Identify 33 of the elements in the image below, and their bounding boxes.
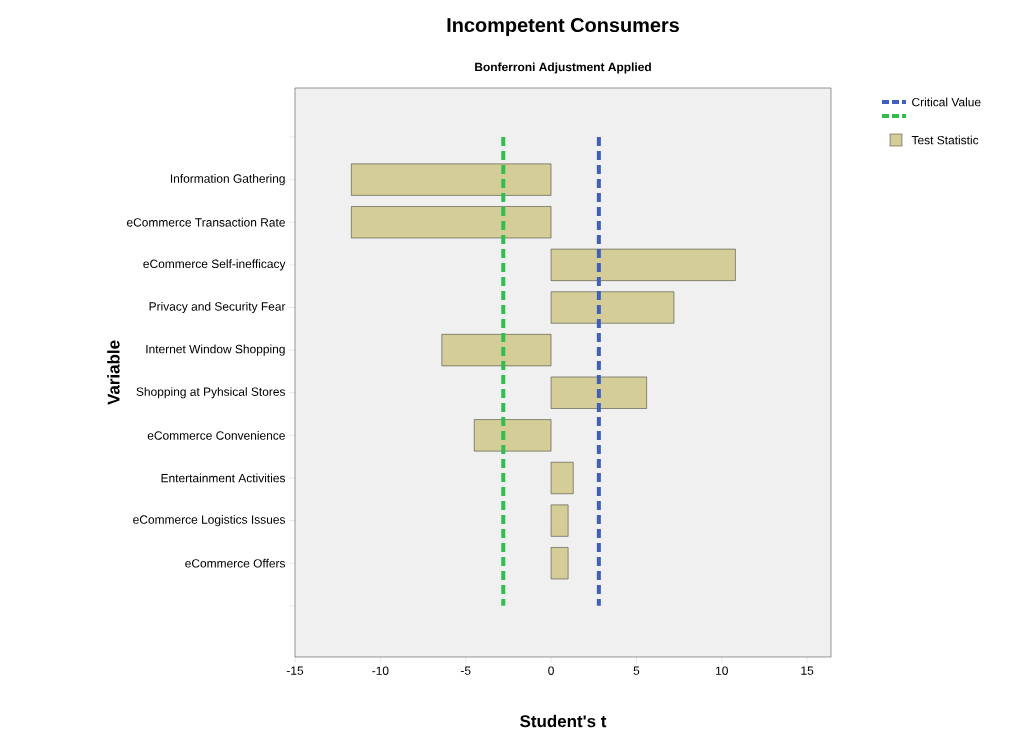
y-tick-label: eCommerce Self-inefficacy bbox=[143, 259, 286, 271]
x-tick-label: 0 bbox=[548, 666, 554, 675]
x-tick-label: 10 bbox=[716, 666, 728, 675]
y-tick-label: Privacy and Security Fear bbox=[149, 301, 286, 314]
y-tick-label: Shopping at Pyhsical Stores bbox=[136, 387, 286, 399]
y-tick-label: eCommerce Convenience bbox=[147, 430, 285, 440]
x-tick-label: -15 bbox=[286, 666, 304, 675]
y-tick-label: Entertainment Activities bbox=[161, 473, 286, 483]
x-tick-label: 15 bbox=[801, 666, 814, 675]
bar bbox=[351, 206, 552, 239]
legend-label: Test Statistic bbox=[911, 135, 979, 145]
bar bbox=[351, 163, 552, 196]
x-tick-label: 5 bbox=[633, 666, 640, 675]
legend-label: Critical Value bbox=[912, 97, 981, 107]
y-axis-title: Variable bbox=[107, 340, 120, 405]
bar bbox=[550, 291, 675, 324]
x-tick-label: -10 bbox=[372, 666, 389, 675]
x-axis-title: Student's t bbox=[520, 714, 607, 728]
bar bbox=[550, 504, 569, 537]
bar bbox=[474, 419, 552, 452]
bar bbox=[441, 334, 552, 367]
chart-subtitle: Bonferroni Adjustment Applied bbox=[475, 62, 651, 74]
y-tick-label: eCommerce Offers bbox=[185, 558, 286, 568]
y-tick-label: Internet Window Shopping bbox=[146, 344, 285, 356]
y-tick-label: eCommerce Logistics Issues bbox=[133, 515, 286, 527]
bar bbox=[550, 376, 647, 409]
bar bbox=[550, 248, 736, 281]
y-tick-label: eCommerce Transaction Rate bbox=[126, 217, 285, 227]
chart-title: Incompetent Consumers bbox=[447, 17, 679, 37]
x-tick-label: -5 bbox=[460, 666, 471, 675]
bar bbox=[550, 547, 569, 580]
bar bbox=[550, 462, 574, 494]
y-tick-label: Information Gathering bbox=[170, 174, 285, 186]
